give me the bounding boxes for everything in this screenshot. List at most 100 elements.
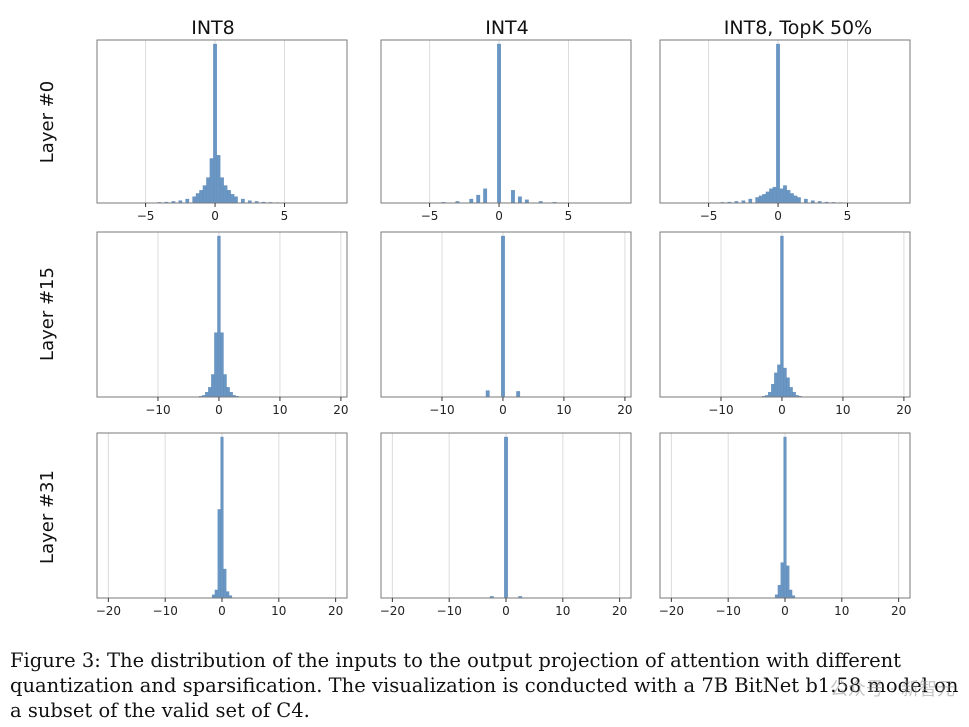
panels: −5 0 5 −5 0 5 −5 0 5−10 0 10 20 −10 0 10 20 −10 0 10 20−20−… <box>96 39 912 618</box>
x-tick-label: 20 <box>617 403 632 417</box>
histogram-panel-8: −20 −10 0 10 20 <box>380 432 632 618</box>
histogram-panel-7: −20 −10 0 10 20 <box>96 432 348 618</box>
x-tick-label: 0 <box>781 604 789 618</box>
histogram-bar <box>202 185 207 204</box>
x-tick-label: 0 <box>502 604 510 618</box>
histogram-bar <box>230 194 235 204</box>
histogram-panel-2: −5 0 5 <box>380 39 632 223</box>
histogram-bar <box>209 158 214 204</box>
x-tick-label: 20 <box>891 604 906 618</box>
panel-frame <box>380 231 632 398</box>
histogram-bar <box>485 390 490 398</box>
histogram-bar <box>476 194 481 204</box>
x-tick-label: 0 <box>218 604 226 618</box>
x-tick-label: 20 <box>328 604 343 618</box>
panel-frame <box>96 231 348 398</box>
x-tick-label: −10 <box>708 403 733 417</box>
x-tick-label: 10 <box>835 403 850 417</box>
histogram-bar <box>214 332 218 398</box>
histogram-bar <box>234 196 238 204</box>
histogram-bar <box>217 235 221 398</box>
histogram-bar <box>755 197 760 204</box>
histogram-bar <box>213 43 217 204</box>
histogram-bar <box>483 188 488 204</box>
x-tick-label: 10 <box>834 604 849 618</box>
histogram-bar <box>220 177 224 204</box>
histogram-bar <box>748 198 753 204</box>
histogram-bar <box>206 177 210 204</box>
x-tick-label: 0 <box>211 209 219 223</box>
panel-frame <box>659 231 911 398</box>
histogram-bar <box>786 565 790 599</box>
histogram-bar <box>780 562 784 599</box>
panel-frame <box>96 39 348 204</box>
histogram-panel-9: −20 −10 0 10 20 <box>659 432 911 618</box>
histogram-bar <box>501 235 505 398</box>
histogram-bar <box>792 392 796 398</box>
histogram-bar <box>223 185 228 204</box>
histogram-bar <box>223 374 227 398</box>
x-tick-label: −20 <box>96 604 121 618</box>
histogram-bar <box>779 188 784 204</box>
histogram-bar <box>469 198 474 204</box>
histogram-panel-6: −10 0 10 20 <box>659 231 912 417</box>
x-tick-label: 10 <box>271 604 286 618</box>
x-tick-label: 20 <box>896 403 911 417</box>
x-tick-label: 0 <box>495 209 503 223</box>
histogram-bar <box>762 194 767 204</box>
x-tick-label: −10 <box>429 403 454 417</box>
histogram-bar <box>774 372 778 398</box>
histogram-bar <box>227 190 231 204</box>
x-tick-label: 10 <box>555 604 570 618</box>
histogram-bar <box>777 364 781 398</box>
x-tick-label: 0 <box>499 403 507 417</box>
x-tick-label: 0 <box>215 403 223 417</box>
histogram-bar <box>768 392 772 398</box>
histogram-bar <box>217 509 221 599</box>
histogram-panel-3: −5 0 5 <box>659 39 911 223</box>
histogram-bar <box>504 436 508 599</box>
column-title-int8: INT8 <box>191 17 235 39</box>
histogram-bar <box>790 193 794 204</box>
histogram-bar <box>780 235 784 398</box>
histogram-bar <box>497 43 501 204</box>
histogram-bar <box>786 377 790 398</box>
histogram-bar <box>208 387 212 398</box>
panel-frame <box>380 39 632 204</box>
x-tick-label: −10 <box>437 604 462 618</box>
figure-caption: Figure 3: The distribution of the inputs… <box>10 649 959 722</box>
x-tick-label: 5 <box>281 209 289 223</box>
histogram-bar <box>199 190 204 204</box>
x-tick-label: −5 <box>421 209 439 223</box>
column-title-int8-topk: INT8, TopK 50% <box>724 17 872 39</box>
histogram-bar <box>769 188 773 204</box>
x-tick-label: 5 <box>844 209 852 223</box>
panel-frame <box>659 39 911 204</box>
row-label-layer-15: Layer #15 <box>37 267 58 361</box>
histogram-bar <box>758 195 763 204</box>
histogram-bar <box>777 584 781 599</box>
histogram-bar <box>226 387 230 398</box>
histogram-bar <box>185 198 190 204</box>
histogram-bar <box>776 43 780 204</box>
histogram-bar <box>223 568 227 599</box>
histogram-bar <box>511 190 515 204</box>
histogram-bar <box>192 196 197 204</box>
histogram-panel-4: −10 0 10 20 <box>96 231 349 417</box>
histogram-grid: INT8 INT4 INT8, TopK 50% Layer #0 Layer … <box>37 17 912 618</box>
x-tick-label: 20 <box>612 604 627 618</box>
x-tick-label: −20 <box>659 604 684 618</box>
histogram-bar <box>783 367 787 398</box>
x-tick-label: 10 <box>272 403 287 417</box>
histogram-bar <box>765 191 770 204</box>
x-tick-label: 0 <box>774 209 782 223</box>
histogram-bar <box>783 185 787 204</box>
x-tick-label: −10 <box>716 604 741 618</box>
histogram-bar <box>772 186 777 204</box>
histogram-bar <box>517 196 522 204</box>
histogram-bar <box>195 193 200 204</box>
x-tick-label: −10 <box>145 403 170 417</box>
x-tick-label: 20 <box>333 403 348 417</box>
x-tick-label: −5 <box>137 209 155 223</box>
row-label-layer-0: Layer #0 <box>37 81 58 163</box>
